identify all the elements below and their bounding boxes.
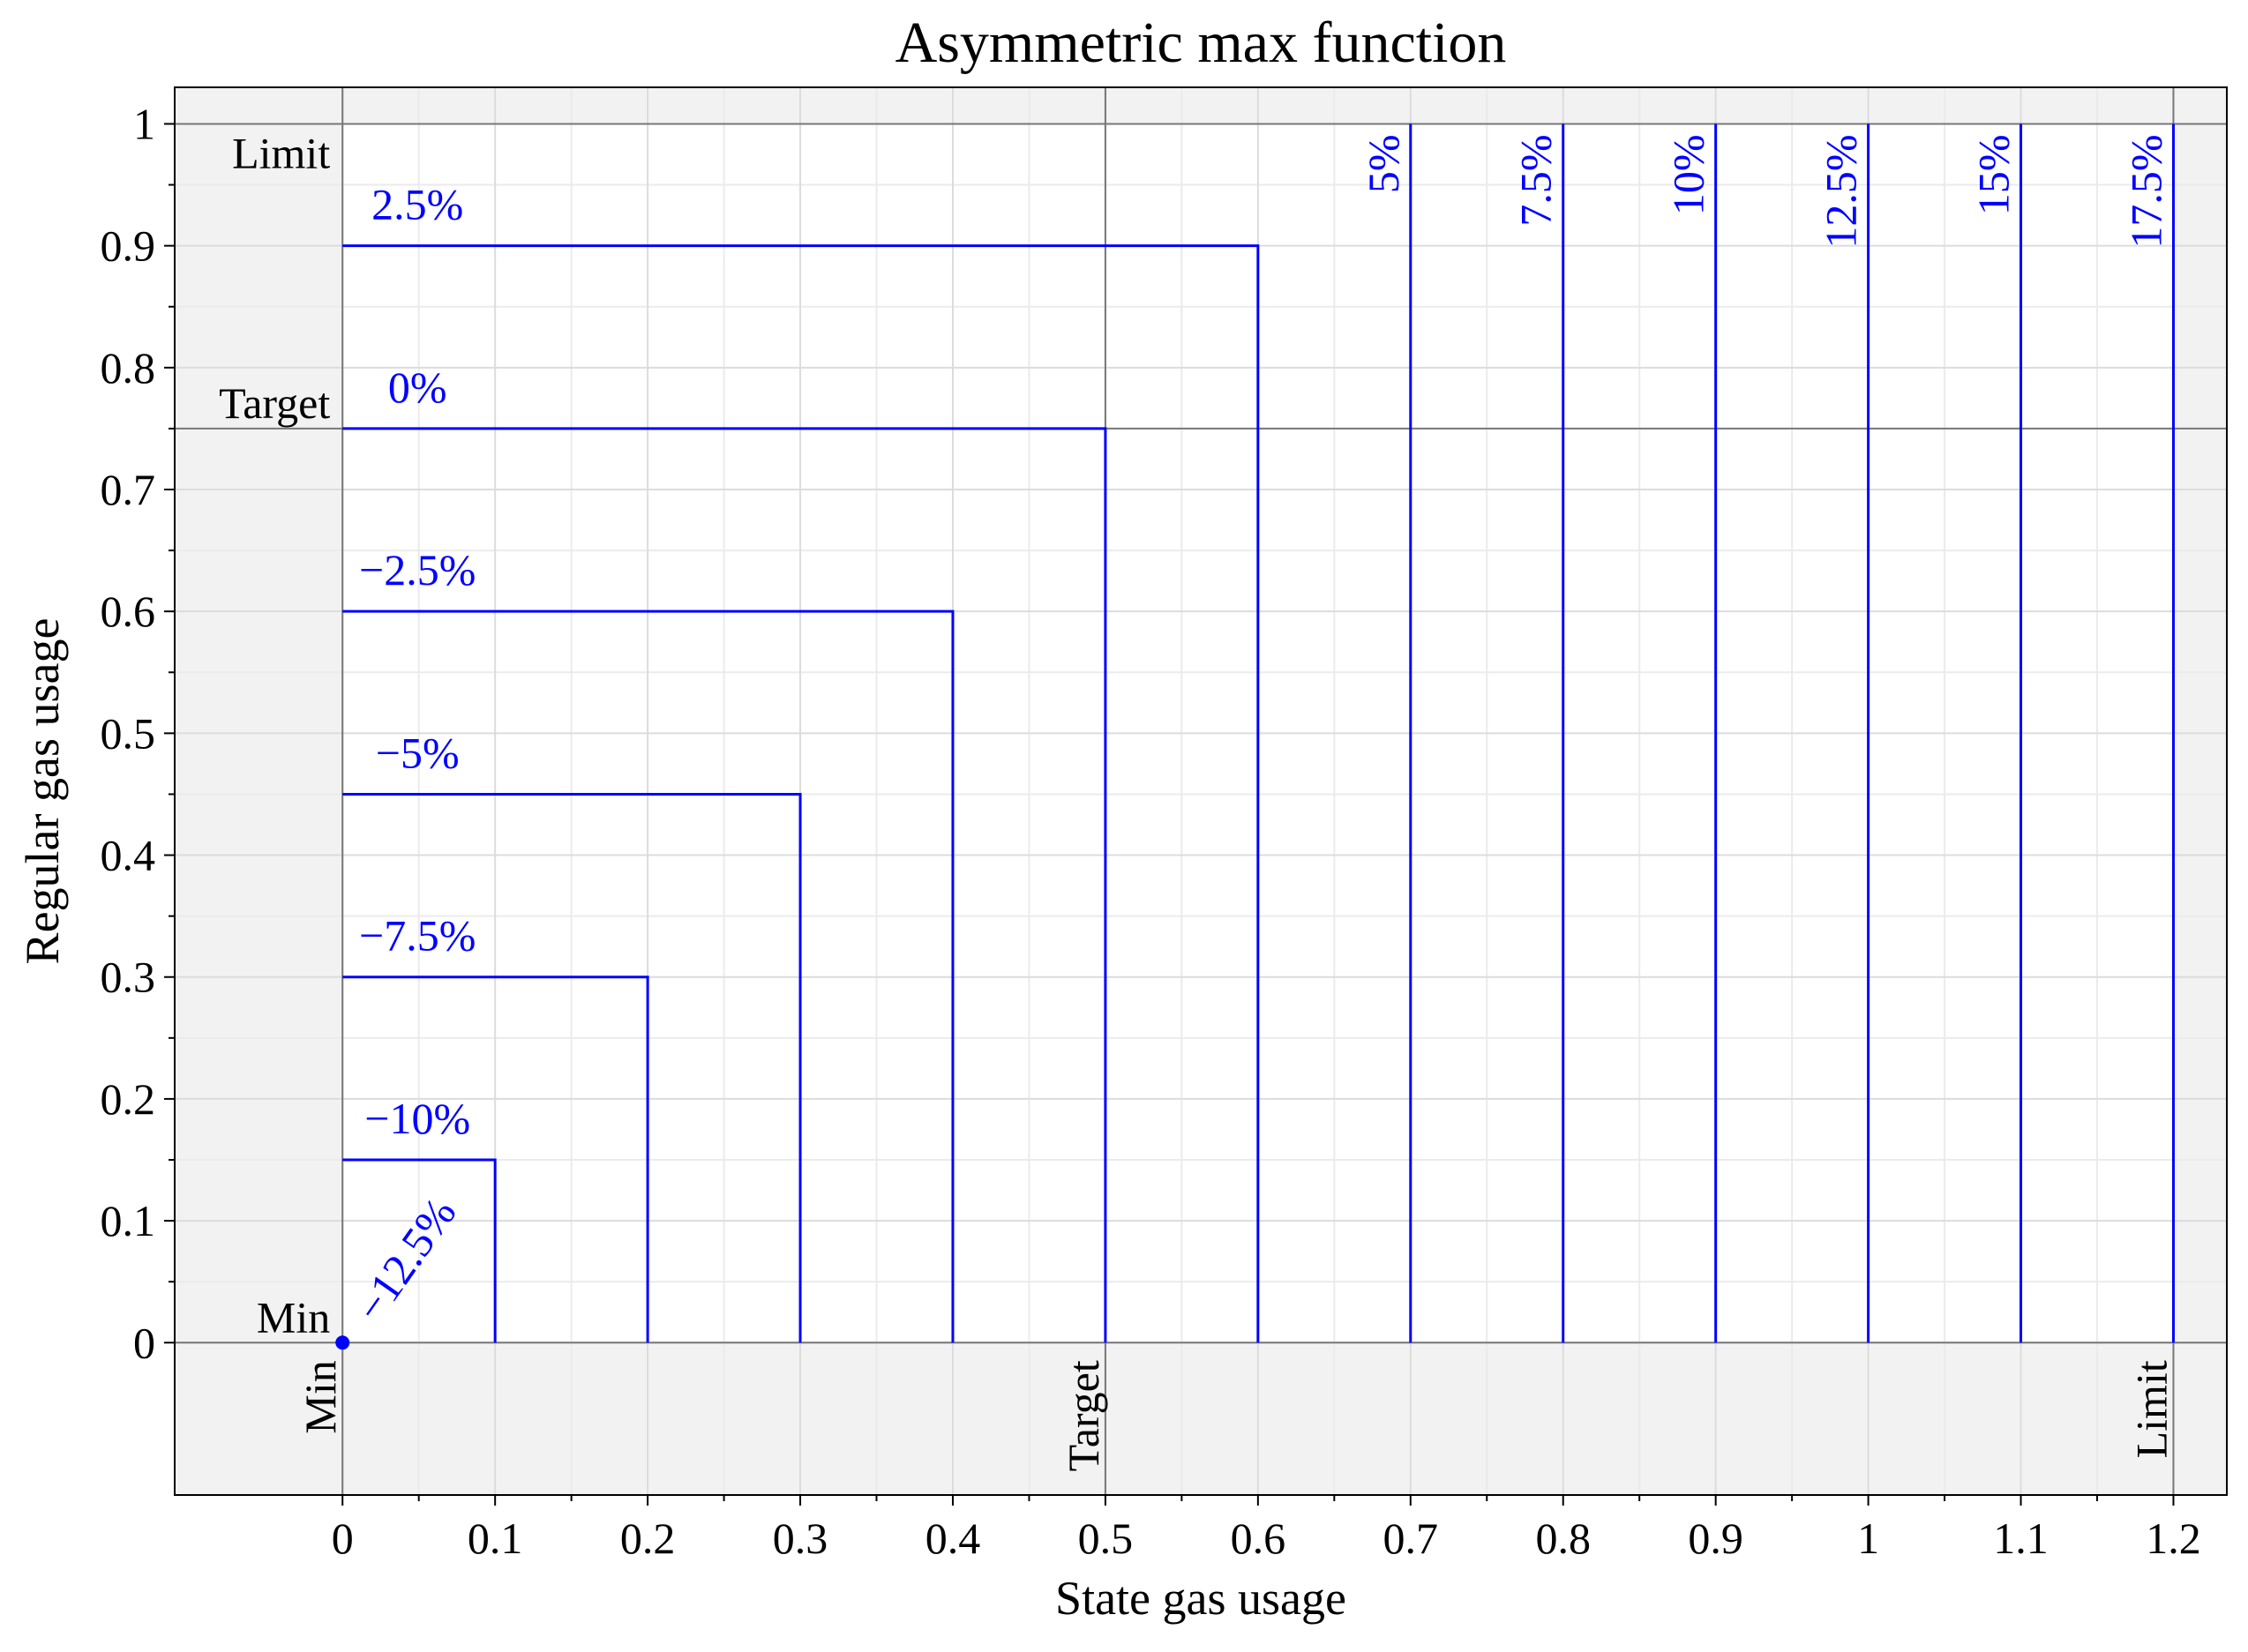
x-tick-label: 0.4 <box>925 1514 981 1563</box>
y-tick-label: 0.9 <box>101 221 156 271</box>
plot-frame <box>174 86 2228 1496</box>
reference-label: Min <box>296 1360 345 1433</box>
line <box>342 244 1260 1343</box>
line <box>342 609 955 1343</box>
y-tick-label: 0.7 <box>101 465 156 514</box>
reference-label: Limit <box>232 128 330 177</box>
y-tick-label: 0.4 <box>101 831 156 880</box>
series-label: −2.5% <box>359 545 476 594</box>
y-tick-label: 0.6 <box>101 587 156 636</box>
x-tick-label: 0.2 <box>620 1514 676 1563</box>
y-tick-label: 1 <box>133 99 155 148</box>
series-label: 10% <box>1664 134 1713 215</box>
series-label: 0% <box>388 363 447 412</box>
y-tick-label: 0.5 <box>101 708 156 758</box>
reference-label: Min <box>257 1292 330 1342</box>
y-tick-label: 0.1 <box>101 1196 156 1245</box>
point <box>335 1335 350 1350</box>
x-tick-label: 1 <box>1857 1514 1879 1563</box>
chart-title: Asymmetric max function <box>895 11 1507 75</box>
x-tick-label: 0.6 <box>1231 1514 1286 1563</box>
y-tick-label: 0.3 <box>101 953 156 1002</box>
reference-label: Limit <box>2126 1360 2176 1458</box>
y-tick-label: 0.2 <box>101 1074 156 1124</box>
x-axis-label: State gas usage <box>1055 1572 1346 1625</box>
y-axis-label: Regular gas usage <box>16 618 69 965</box>
x-tick-label: 0.3 <box>773 1514 828 1563</box>
line <box>342 1158 497 1343</box>
series-label: 17.5% <box>2121 134 2170 248</box>
x-tick-label: 1.1 <box>1993 1514 2049 1563</box>
series-label: 5% <box>1359 134 1408 193</box>
x-tick-label: 0.1 <box>468 1514 523 1563</box>
reference-label: Target <box>1059 1360 1108 1471</box>
series-label: 12.5% <box>1817 134 1866 248</box>
x-tick-label: 0.9 <box>1688 1514 1743 1563</box>
series-label: 15% <box>1969 134 2019 215</box>
y-tick-label: 0.8 <box>101 343 156 392</box>
series-label: 2.5% <box>371 180 463 229</box>
line <box>342 792 802 1343</box>
series-label: 7.5% <box>1511 134 1561 226</box>
series-label: −5% <box>376 728 460 777</box>
x-tick-label: 0.5 <box>1078 1514 1134 1563</box>
line <box>342 427 1107 1343</box>
reference-label: Target <box>219 378 330 428</box>
x-tick-label: 0.8 <box>1535 1514 1591 1563</box>
y-tick-label: 0 <box>133 1318 155 1367</box>
series-label: −7.5% <box>359 911 476 961</box>
x-tick-label: 0 <box>332 1514 354 1563</box>
line <box>342 976 649 1343</box>
series-label: −10% <box>364 1094 470 1143</box>
x-tick-label: 0.7 <box>1383 1514 1439 1563</box>
x-tick-label: 1.2 <box>2146 1514 2201 1563</box>
